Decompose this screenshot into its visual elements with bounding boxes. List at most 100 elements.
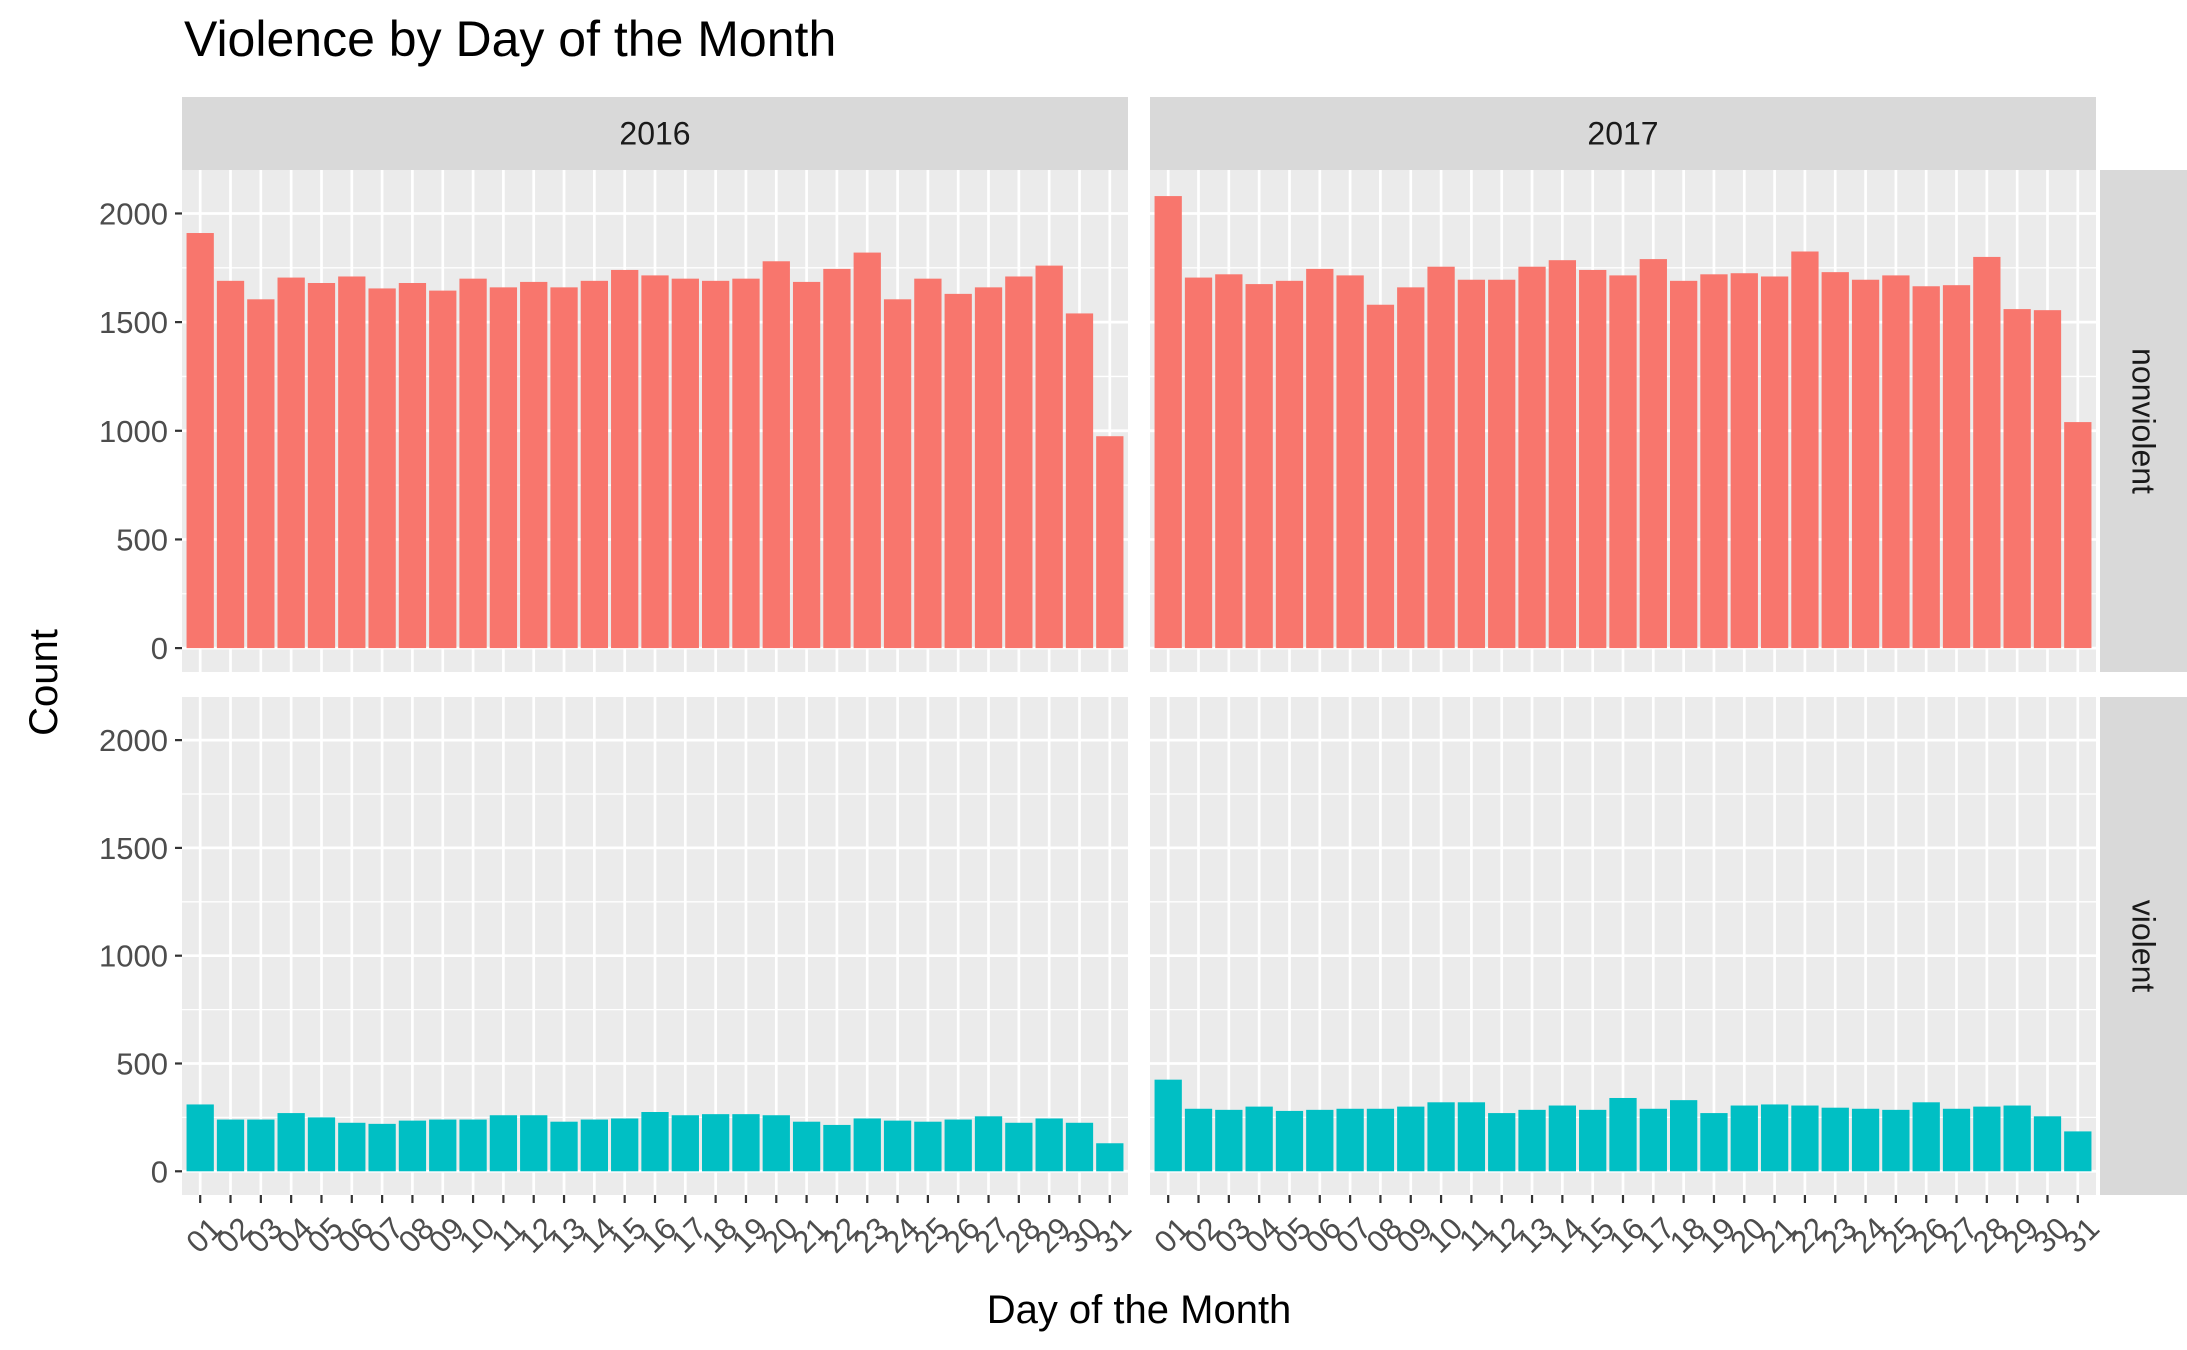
bar-2017-violent-26	[1912, 1102, 1940, 1172]
bar-2016-nonviolent-05	[307, 283, 336, 649]
bar-2016-violent-18	[701, 1114, 730, 1172]
bar-2017-nonviolent-07	[1336, 275, 1364, 649]
bar-2017-violent-06	[1306, 1109, 1334, 1172]
x-axis-title: Day of the Month	[987, 1288, 1292, 1332]
bar-2017-nonviolent-01	[1154, 196, 1182, 649]
bar-2016-violent-03	[247, 1119, 275, 1172]
bar-2016-violent-23	[853, 1118, 881, 1172]
bar-2017-nonviolent-11	[1457, 279, 1486, 649]
bar-2016-violent-04	[277, 1113, 305, 1172]
bar-2016-nonviolent-19	[732, 278, 760, 649]
bar-2016-violent-27	[974, 1116, 1003, 1172]
bar-2017-violent-21	[1760, 1104, 1789, 1172]
bar-2017-nonviolent-25	[1882, 275, 1910, 649]
bar-2016-nonviolent-07	[368, 288, 396, 649]
bar-2017-nonviolent-22	[1791, 251, 1819, 649]
bar-2016-nonviolent-18	[701, 280, 730, 649]
bar-2017-violent-31	[2064, 1131, 2092, 1172]
bar-2016-nonviolent-17	[671, 278, 699, 649]
bar-2016-violent-13	[550, 1121, 578, 1172]
chart-title: Violence by Day of the Month	[184, 11, 837, 67]
bar-2016-violent-15	[611, 1118, 639, 1172]
bar-2016-nonviolent-12	[520, 281, 548, 649]
bar-2017-nonviolent-16	[1609, 275, 1637, 649]
panel-2016-violent	[182, 697, 1128, 1195]
bar-2017-violent-05	[1275, 1110, 1304, 1172]
bar-2017-violent-03	[1215, 1109, 1243, 1172]
bar-2016-nonviolent-25	[914, 278, 942, 649]
bar-2017-nonviolent-10	[1427, 266, 1455, 649]
bar-2016-nonviolent-30	[1065, 313, 1094, 649]
bar-2016-nonviolent-26	[944, 293, 972, 649]
bar-2017-violent-29	[2003, 1105, 2031, 1172]
bar-2017-nonviolent-09	[1397, 287, 1425, 649]
bar-2017-violent-10	[1427, 1102, 1455, 1172]
facet-strip-2016	[182, 97, 1128, 170]
bar-2017-violent-18	[1669, 1100, 1698, 1172]
bar-2017-violent-04	[1245, 1106, 1273, 1172]
bar-2017-nonviolent-12	[1488, 279, 1516, 649]
y-tick-label-1500: 1500	[99, 831, 168, 866]
bar-2017-nonviolent-05	[1275, 280, 1304, 649]
panel-2017-nonviolent	[1150, 170, 2096, 672]
bar-2016-nonviolent-16	[641, 275, 669, 649]
bar-2016-violent-17	[671, 1115, 699, 1172]
bar-2017-nonviolent-17	[1639, 259, 1667, 649]
bar-2016-violent-14	[580, 1119, 609, 1172]
y-tick-label-2000: 2000	[99, 196, 168, 231]
bar-2016-nonviolent-28	[1005, 276, 1033, 649]
bar-2017-violent-09	[1397, 1106, 1425, 1172]
bar-2016-nonviolent-10	[459, 278, 487, 649]
bar-2016-violent-06	[338, 1122, 366, 1172]
bar-2016-nonviolent-20	[762, 261, 790, 649]
bar-2017-violent-16	[1609, 1097, 1637, 1172]
bar-2016-violent-08	[398, 1120, 427, 1172]
bar-2017-violent-02	[1184, 1108, 1213, 1172]
bar-2016-nonviolent-08	[398, 283, 427, 649]
bar-2016-nonviolent-27	[974, 287, 1003, 649]
bar-2017-nonviolent-04	[1245, 284, 1273, 649]
bar-2016-violent-28	[1005, 1122, 1033, 1172]
bar-2016-violent-07	[368, 1123, 396, 1172]
bar-2016-violent-31	[1096, 1143, 1124, 1172]
bar-2017-nonviolent-23	[1821, 272, 1849, 649]
x-tick-label-31: 31	[2057, 1211, 2106, 1260]
bar-2017-violent-30	[2033, 1116, 2062, 1172]
facet-strip-label-nonviolent: nonviolent	[2126, 348, 2162, 494]
facet-strip-label-violent: violent	[2126, 900, 2162, 993]
bar-2017-nonviolent-31	[2064, 422, 2092, 649]
y-tick-label-1000: 1000	[99, 414, 168, 449]
bar-2016-nonviolent-03	[247, 299, 275, 649]
bar-2016-nonviolent-21	[792, 281, 821, 649]
bar-2016-violent-21	[792, 1121, 821, 1172]
bar-2017-nonviolent-02	[1184, 277, 1213, 649]
bar-2017-violent-22	[1791, 1105, 1819, 1172]
bar-2017-nonviolent-18	[1669, 280, 1698, 649]
bar-2017-violent-19	[1700, 1113, 1728, 1172]
bar-2017-violent-17	[1639, 1108, 1667, 1172]
bar-2017-nonviolent-24	[1851, 279, 1880, 649]
facet-strip-2017	[1150, 97, 2096, 170]
bar-2017-violent-01	[1154, 1079, 1182, 1172]
bar-2016-violent-24	[883, 1120, 912, 1172]
y-axis-title: Count	[22, 629, 66, 736]
y-tick-label-0: 0	[151, 631, 168, 666]
bar-2016-violent-20	[762, 1115, 790, 1172]
bar-2016-violent-30	[1065, 1122, 1094, 1172]
bar-2017-nonviolent-21	[1760, 276, 1789, 649]
bar-2016-nonviolent-01	[186, 233, 214, 649]
x-tick-label-31: 31	[1089, 1211, 1138, 1260]
bar-2017-violent-28	[1973, 1106, 2001, 1172]
bar-2016-nonviolent-24	[883, 299, 912, 649]
bar-2016-nonviolent-13	[550, 287, 578, 649]
bar-2016-violent-29	[1035, 1118, 1063, 1172]
bar-2017-violent-13	[1518, 1109, 1546, 1172]
bar-2017-violent-27	[1942, 1108, 1971, 1172]
panel-2017-violent	[1150, 697, 2096, 1195]
bar-2017-nonviolent-06	[1306, 268, 1334, 649]
bar-2016-nonviolent-23	[853, 252, 881, 649]
bar-2016-nonviolent-29	[1035, 265, 1063, 649]
y-tick-label-500: 500	[116, 1046, 168, 1081]
bar-2016-nonviolent-31	[1096, 436, 1124, 649]
bar-2017-nonviolent-13	[1518, 266, 1546, 649]
